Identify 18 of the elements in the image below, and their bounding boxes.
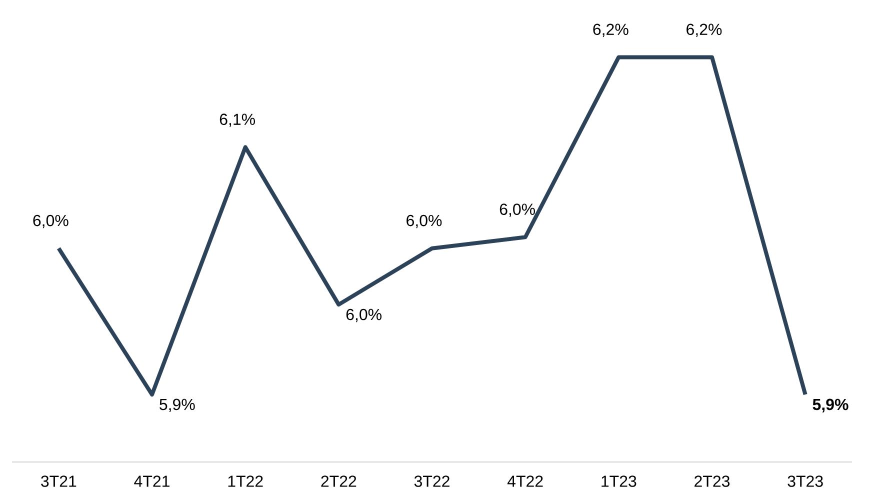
x-tick-label: 3T21 — [41, 476, 76, 487]
data-label: 6,0% — [346, 308, 382, 322]
data-label: 5,9% — [812, 398, 848, 412]
data-label: 6,0% — [500, 204, 535, 217]
x-tick-label: 4T21 — [134, 476, 170, 487]
data-label: 6,2% — [686, 24, 722, 37]
x-tick-label: 2T23 — [694, 476, 730, 487]
x-tick-label: 3T22 — [414, 476, 450, 487]
x-tick-label: 1T22 — [228, 476, 263, 487]
data-label: 6,2% — [593, 24, 628, 37]
x-tick-label: 2T22 — [321, 476, 356, 487]
x-tick-label: 1T23 — [602, 476, 636, 487]
x-tick-label: 4T22 — [507, 476, 543, 487]
data-label: 6,1% — [220, 114, 255, 127]
data-label: 5,9% — [160, 398, 195, 412]
data-label: 6,0% — [33, 214, 68, 228]
x-tick-label: 3T23 — [788, 476, 823, 487]
data-label: 6,0% — [406, 214, 442, 228]
